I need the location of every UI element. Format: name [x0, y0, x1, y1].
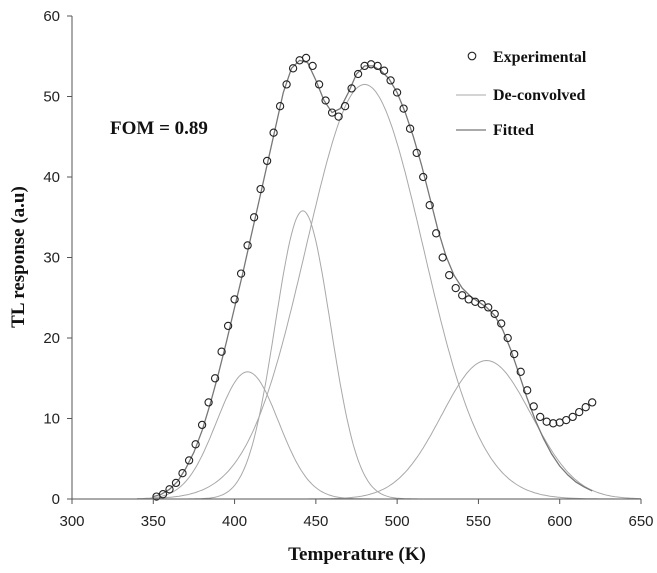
experimental-point [210, 374, 220, 383]
experimental-point [523, 386, 532, 395]
y-tick-label: 0 [52, 491, 60, 508]
experimental-point [340, 102, 350, 111]
legend: Experimental De-convolved Fitted [456, 49, 587, 139]
experimental-point [327, 108, 337, 117]
y-tick-label: 10 [43, 411, 60, 428]
experimental-point [184, 456, 194, 465]
experimental-point [451, 283, 460, 293]
experimental-point [458, 291, 467, 300]
experimental-point [197, 420, 207, 430]
experimental-point [178, 469, 187, 478]
experimental-point [249, 213, 259, 222]
experimental-points [152, 53, 597, 501]
experimental-point [438, 253, 447, 262]
x-axis-title: Temperature (K) [288, 544, 426, 565]
experimental-point [510, 349, 519, 359]
y-axis-ticks: 0 10 20 30 40 50 60 [43, 8, 72, 508]
y-tick-label: 40 [43, 169, 60, 186]
x-tick-label: 450 [303, 513, 328, 530]
y-tick-label: 50 [43, 89, 60, 106]
experimental-point [490, 309, 499, 319]
experimental-point [275, 102, 285, 111]
experimental-point [314, 80, 324, 89]
experimental-point [549, 419, 558, 428]
experimental-point [412, 148, 421, 158]
x-tick-label: 400 [222, 513, 247, 530]
experimental-point [347, 84, 356, 93]
deconvolved-peak-curve [137, 210, 641, 500]
x-tick-label: 300 [59, 513, 84, 530]
legend-fitted-label: Fitted [493, 122, 534, 139]
x-tick-label: 350 [141, 513, 166, 530]
experimental-point [204, 398, 213, 407]
experimental-point [425, 201, 434, 210]
experimental-point [334, 112, 343, 121]
experimental-point [158, 490, 168, 499]
legend-experimental-label: Experimental [493, 49, 587, 66]
y-axis-title: TL response (a.u) [8, 186, 29, 328]
legend-experimental-marker [467, 51, 477, 61]
experimental-point [581, 403, 590, 412]
x-tick-label: 650 [628, 513, 653, 530]
deconvolved-peak-curve [136, 371, 641, 500]
experimental-point [165, 485, 174, 494]
experimental-point [288, 64, 298, 73]
experimental-point [282, 80, 291, 89]
fitted-curve [153, 59, 593, 498]
experimental-point [230, 295, 239, 304]
x-axis-ticks: 300 350 400 450 500 550 600 650 [59, 499, 654, 530]
experimental-point [399, 104, 408, 113]
experimental-point [419, 172, 428, 182]
experimental-point [301, 53, 311, 63]
deconvolved-peak-curve [137, 83, 641, 500]
experimental-point [256, 184, 265, 194]
experimental-point [477, 300, 486, 309]
experimental-point [588, 398, 597, 407]
experimental-point [243, 241, 252, 250]
experimental-point [392, 88, 402, 97]
experimental-point [405, 124, 415, 133]
experimental-point [484, 303, 493, 312]
fom-annotation: FOM = 0.89 [110, 118, 208, 139]
experimental-point [321, 96, 330, 105]
experimental-point [536, 412, 545, 422]
experimental-point [575, 407, 584, 417]
experimental-point [497, 319, 506, 328]
x-tick-label: 500 [385, 513, 410, 530]
experimental-point [379, 66, 389, 75]
x-tick-label: 550 [466, 513, 491, 530]
experimental-point [432, 229, 441, 238]
legend-deconvolved-label: De-convolved [493, 87, 586, 104]
experimental-point [562, 415, 571, 425]
experimental-point [503, 333, 512, 343]
y-tick-label: 20 [43, 330, 60, 347]
y-tick-label: 30 [43, 250, 60, 267]
experimental-point [516, 367, 525, 376]
experimental-point [308, 61, 317, 71]
experimental-point [191, 440, 200, 449]
experimental-point [236, 269, 246, 278]
experimental-point [353, 69, 363, 79]
experimental-point [568, 412, 577, 422]
experimental-point [529, 402, 538, 411]
y-tick-label: 60 [43, 8, 60, 25]
experimental-point [217, 347, 226, 356]
experimental-point [171, 478, 181, 488]
experimental-point [386, 76, 395, 85]
x-tick-label: 600 [547, 513, 572, 530]
experimental-point [262, 156, 272, 166]
experimental-point [373, 61, 382, 71]
experimental-point [269, 128, 278, 137]
plot-lines [136, 59, 641, 500]
experimental-point [445, 271, 454, 280]
experimental-point [223, 321, 233, 331]
